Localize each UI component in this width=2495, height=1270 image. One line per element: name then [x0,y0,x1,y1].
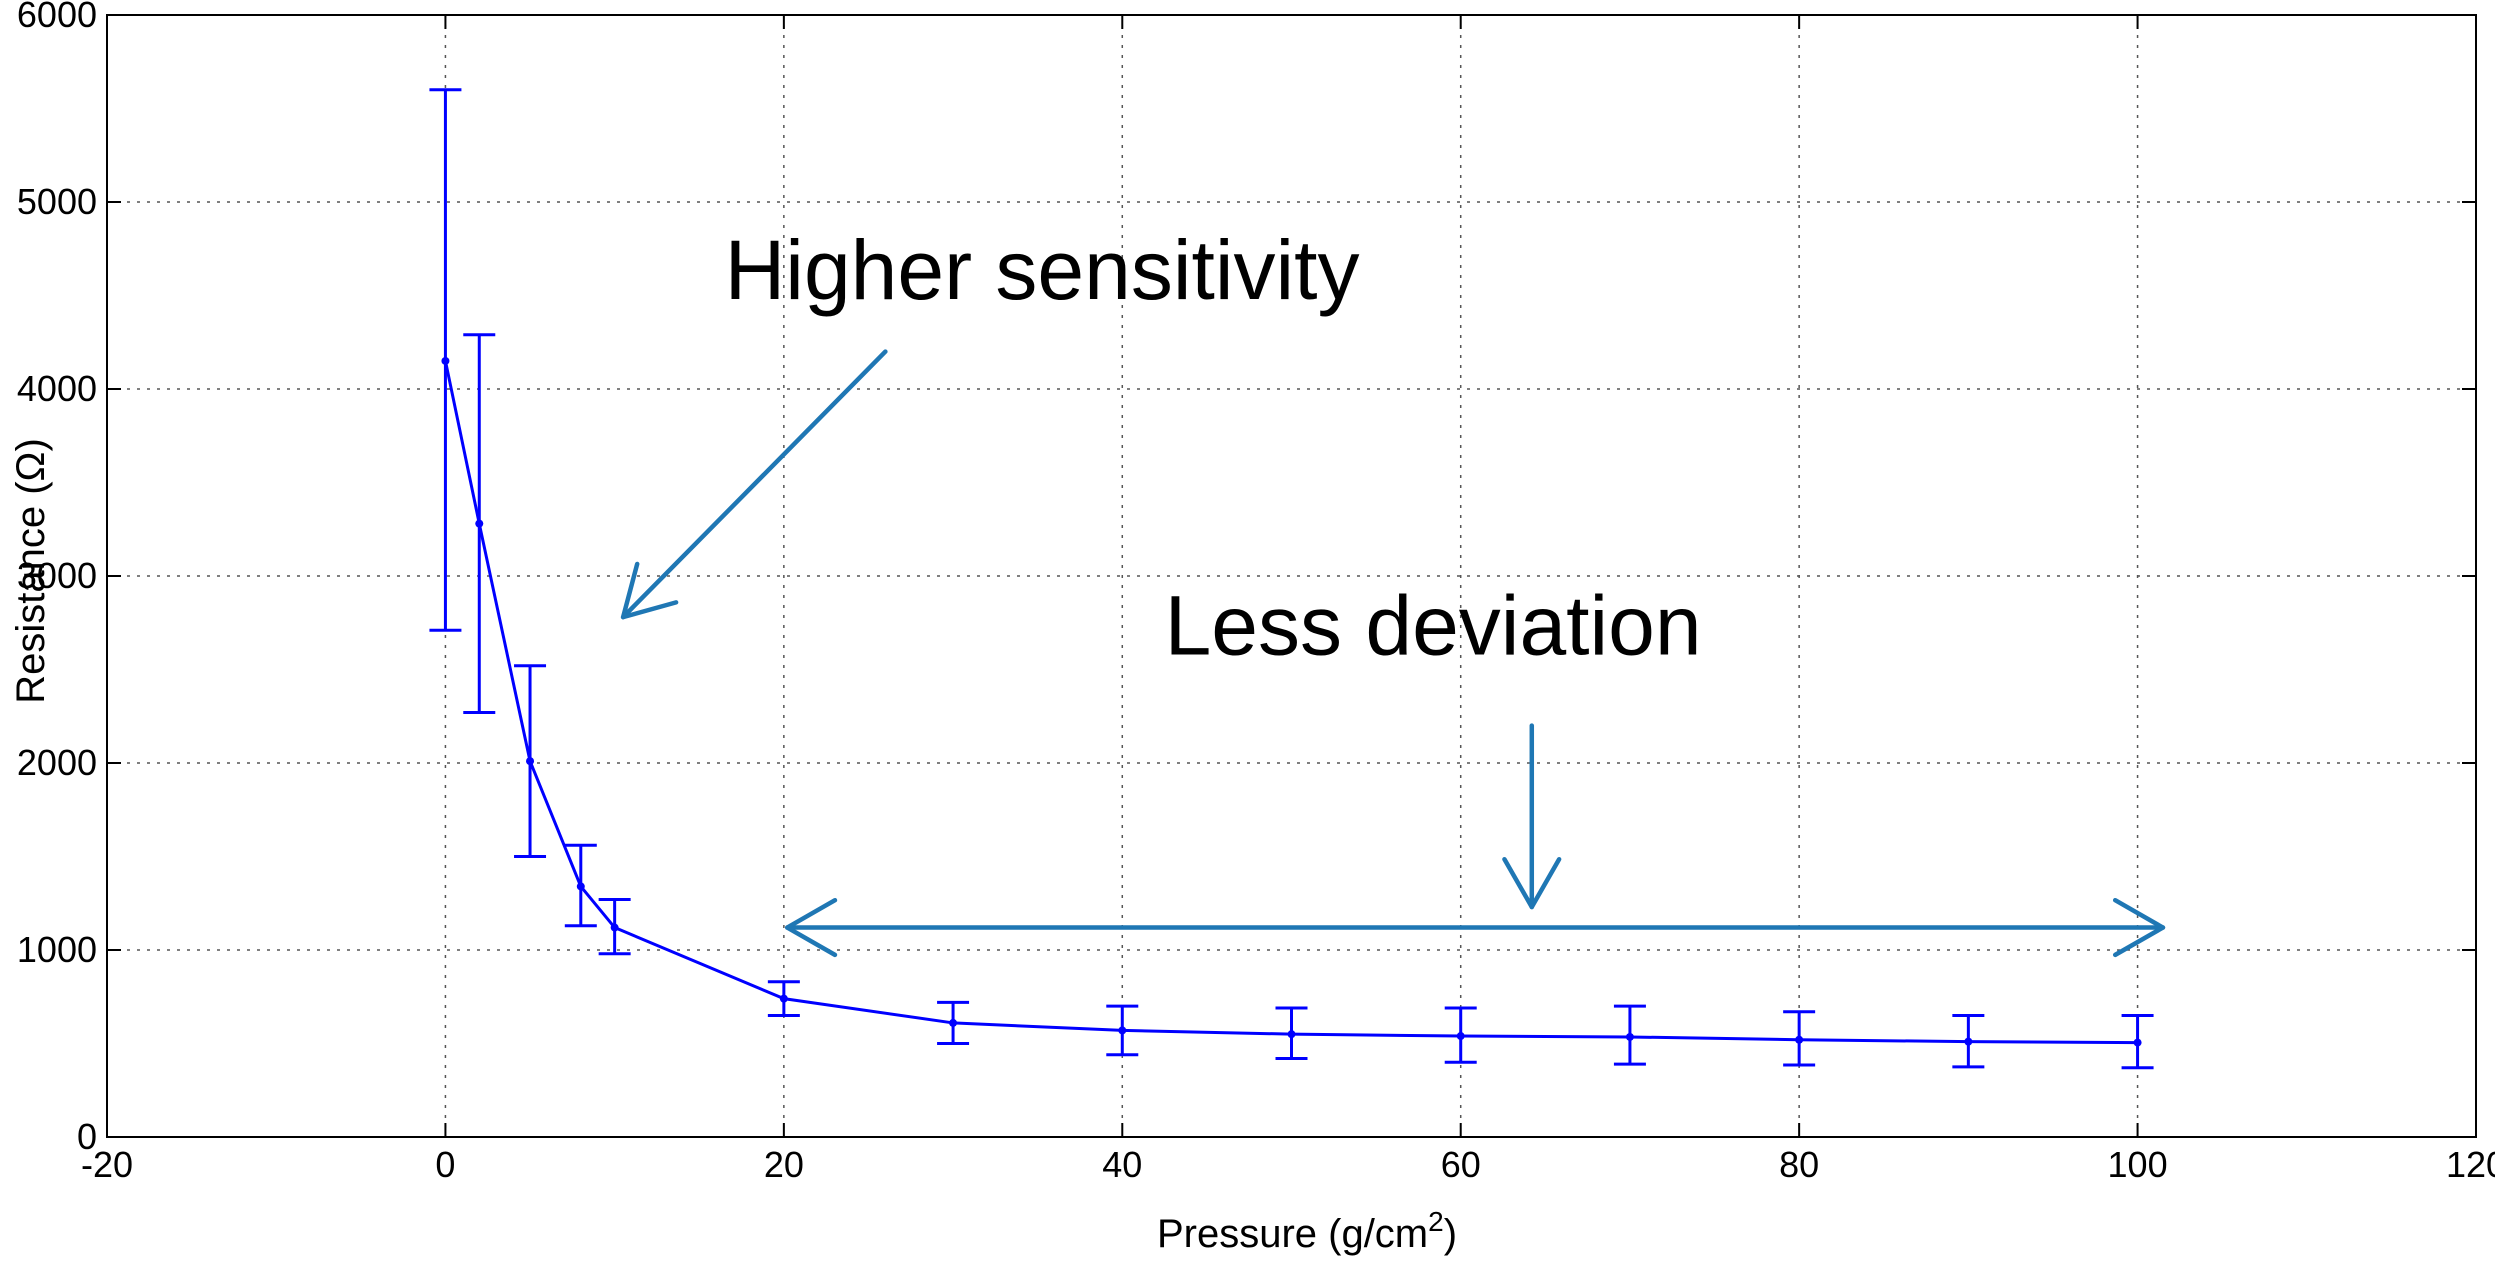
data-point [949,1018,958,1027]
y-tick-label: 2000 [17,742,97,783]
series-line [443,360,2138,1045]
data-point [1118,1026,1127,1035]
plot-frame [106,14,2477,1138]
higher-sensitivity-label: Higher sensitivity [725,223,1360,317]
x-axis-label-text: Pressure (g/cm [1157,1212,1428,1256]
x-axis-label: Pressure (g/cm2) [1157,1206,1457,1256]
higher-sensitivity-arrow-head [620,561,679,620]
range-arrow-arrow-head [2112,897,2166,958]
x-tick-label: 0 [435,1144,455,1185]
data-point [1456,1032,1465,1041]
data-point [2133,1038,2142,1047]
y-tick-label: 5000 [17,181,97,222]
annotation-layer: Higher sensitivity Less deviation [620,223,2166,958]
x-tick-label: 60 [1441,1144,1481,1185]
y-tick-label: 1000 [17,929,97,970]
higher-sensitivity-arrow-shaft [620,349,888,620]
data-point [1964,1037,1973,1046]
x-tick-label: -20 [81,1144,133,1185]
data-point [475,519,484,528]
y-tick-label: 0 [77,1116,97,1157]
less-deviation-label: Less deviation [1165,579,1702,673]
data-point [779,994,788,1003]
less-deviation-arrow-head [1502,857,1562,910]
x-axis-label-close: ) [1444,1212,1457,1256]
series-layer [429,88,2154,1070]
data-point [1625,1032,1634,1041]
axis-ticks: -200204060801001200100020003000400050006… [17,0,2495,1185]
x-tick-label: 100 [2108,1144,2168,1185]
x-axis-label-superscript: 2 [1428,1206,1444,1237]
x-tick-label: 20 [764,1144,804,1185]
y-tick-label: 3000 [17,555,97,596]
y-axis-label: Resistance (Ω) [9,438,53,704]
x-tick-label: 80 [1779,1144,1819,1185]
x-tick-label: 120 [2446,1144,2495,1185]
y-tick-label: 4000 [17,368,97,409]
data-point [610,923,619,932]
data-point [526,757,535,766]
grid-lines [107,15,2476,1137]
data-point [441,356,450,365]
y-tick-label: 6000 [17,0,97,35]
range-arrow-arrow-head-start [784,897,838,958]
data-point [576,882,585,891]
x-tick-label: 40 [1102,1144,1142,1185]
data-point [1795,1035,1804,1044]
data-point [1287,1030,1296,1039]
